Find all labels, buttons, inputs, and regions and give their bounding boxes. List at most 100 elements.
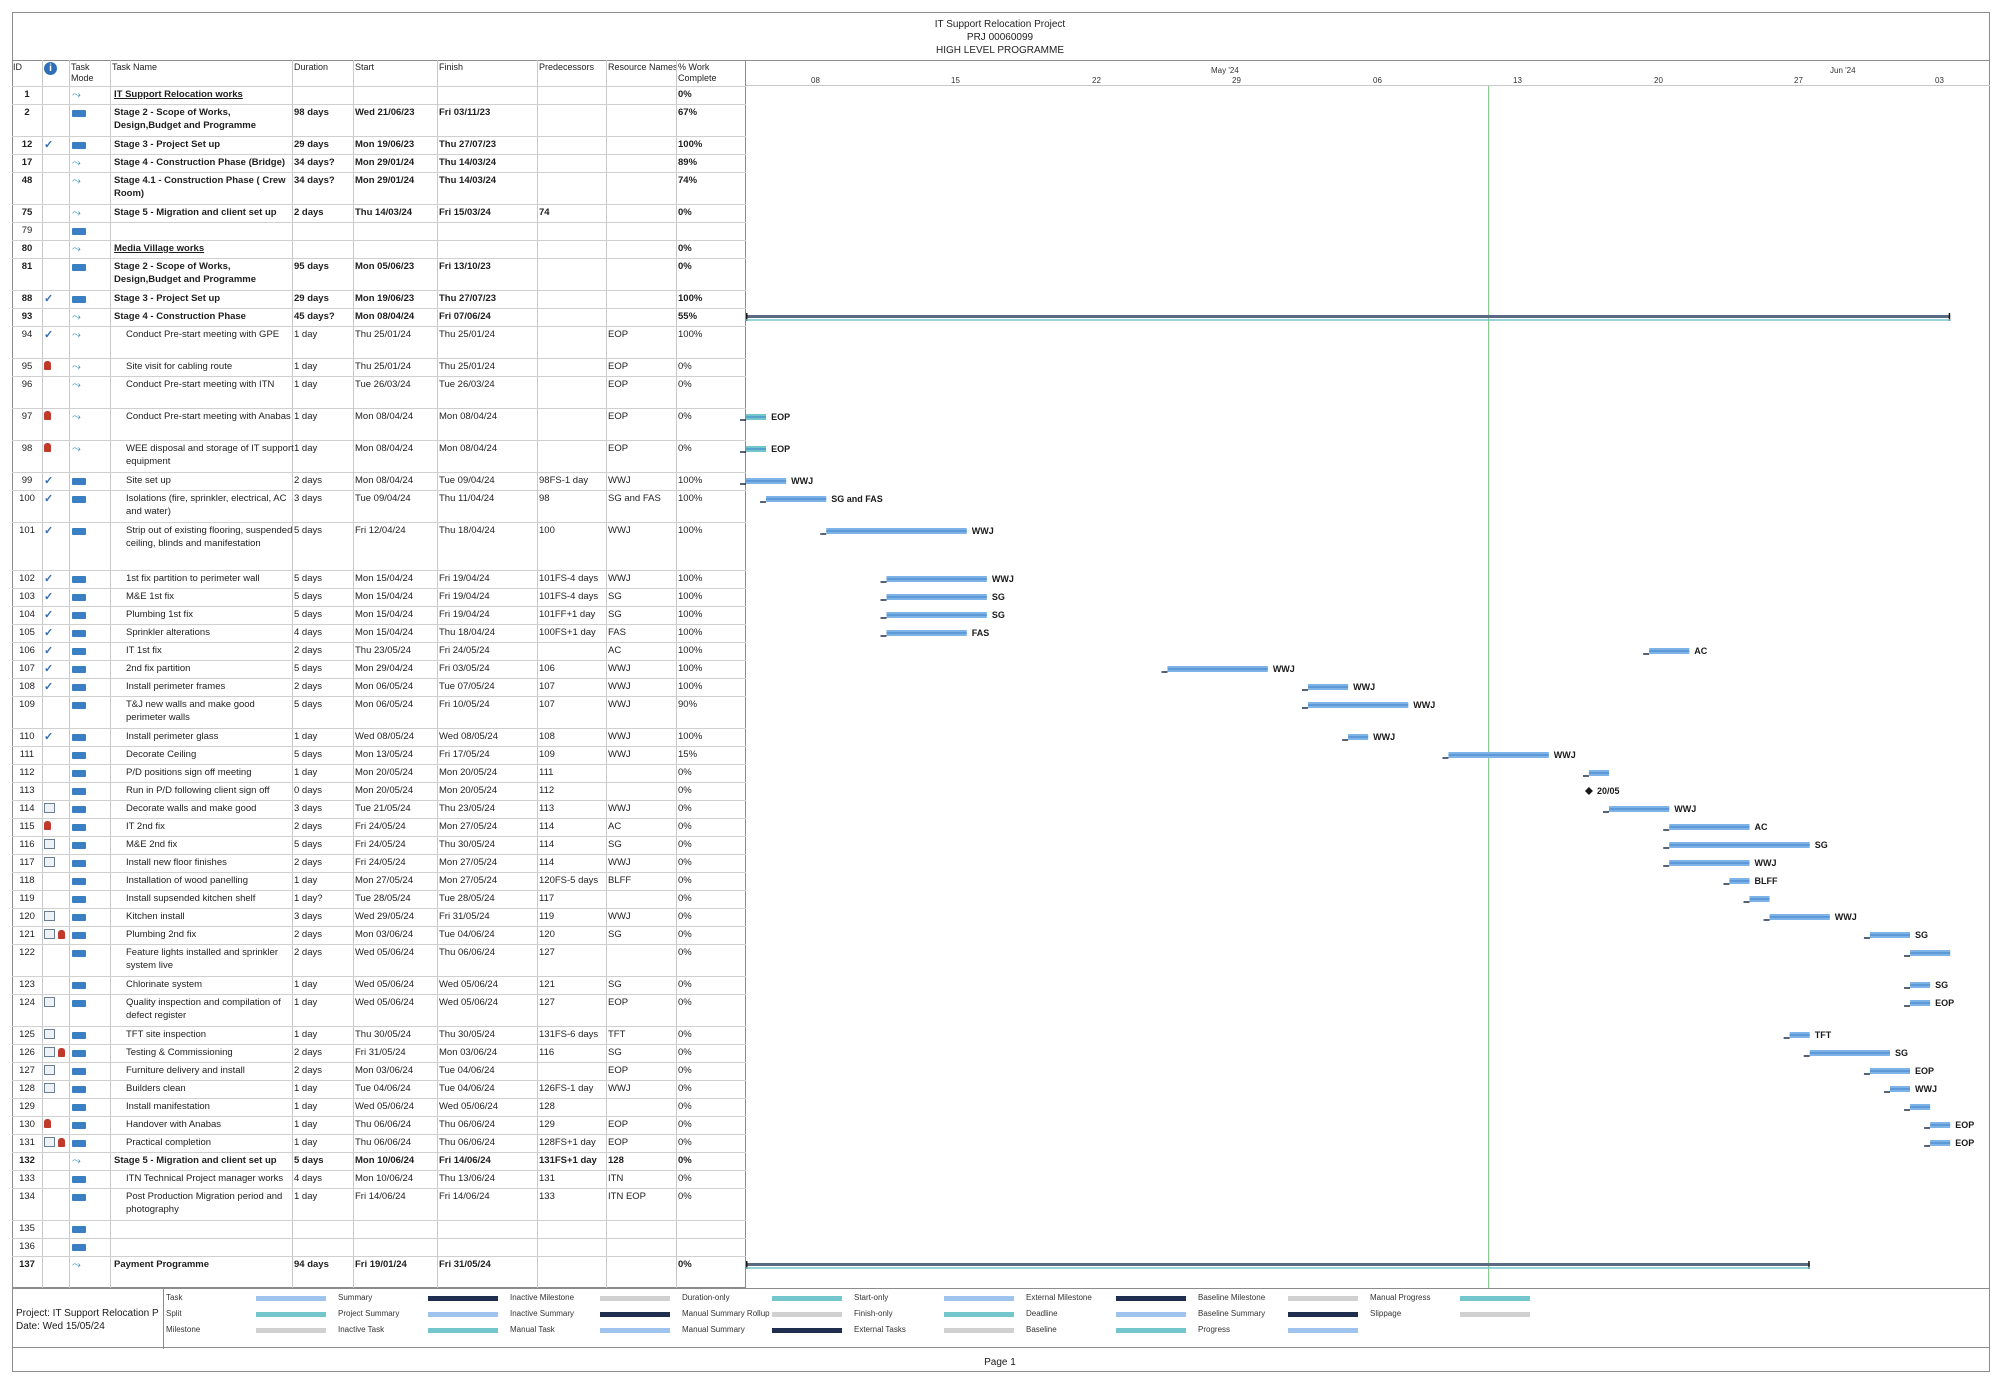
table-row[interactable]: 95 ⤳ Site visit for cabling route 1 day Thu …	[12, 358, 746, 376]
table-row[interactable]: 104 ✓ Plumbing 1st fix 5 days Mon 15/04/24 Fr…	[12, 606, 746, 624]
table-row[interactable]: 122 Feature lights installed and sprinkle…	[12, 944, 746, 976]
table-row[interactable]: 105 ✓ Sprinkler alterations 4 days Mon 15/04…	[12, 624, 746, 642]
legend-swatch	[1116, 1312, 1186, 1317]
table-row[interactable]: 110 ✓ Install perimeter glass 1 day Wed 08/0…	[12, 728, 746, 746]
pct-complete-cell: 0%	[678, 361, 692, 372]
col-header-finish[interactable]: Finish	[439, 62, 464, 72]
manually-scheduled-pin-icon: ⤳	[72, 207, 81, 219]
table-row[interactable]: 80 ⤳ Media Village works 0%	[12, 240, 746, 258]
table-row[interactable]: 12 ✓ Stage 3 - Project Set up 29 days Mon 19…	[12, 136, 746, 154]
table-row[interactable]: 121 Plumbing 2nd fix 2 days Mon 03/06/24 Tu…	[12, 926, 746, 944]
task-mode-manual: ⤳	[72, 175, 81, 187]
col-header-indicators[interactable]: i	[44, 62, 57, 75]
table-row[interactable]: 132 ⤳ Stage 5 - Migration and client set u…	[12, 1152, 746, 1170]
task-name-cell: Handover with Anabas	[126, 1119, 222, 1130]
table-row[interactable]: 116 M&E 2nd fix 5 days Fri 24/05/24 Thu 30/0…	[12, 836, 746, 854]
table-row[interactable]: 107 ✓ 2nd fix partition 5 days Mon 29/04/24 F…	[12, 660, 746, 678]
task-mode-auto	[72, 749, 86, 761]
table-row[interactable]: 2 Stage 2 - Scope of Works, Design,Budget…	[12, 104, 746, 136]
table-row[interactable]: 101 ✓ Strip out of existing flooring, susp…	[12, 522, 746, 570]
table-row[interactable]: 126 Testing & Commissioning 2 days Fri 31/…	[12, 1044, 746, 1062]
table-row[interactable]: 123 Chlorinate system 1 day Wed 05/06/24 Wed…	[12, 976, 746, 994]
table-row[interactable]: 130 Handover with Anabas 1 day Thu 06/06/24…	[12, 1116, 746, 1134]
duration-cell: 5 days	[294, 699, 322, 710]
table-row[interactable]: 117 Install new floor finishes 2 days Fri 2…	[12, 854, 746, 872]
task-id-cell: 1	[24, 89, 30, 100]
table-row[interactable]: 133 ITN Technical Project manager works 4 …	[12, 1170, 746, 1188]
table-row[interactable]: 124 Quality inspection and compilation of…	[12, 994, 746, 1026]
col-header-resource-names[interactable]: Resource Names	[608, 62, 678, 72]
table-row[interactable]: 112 P/D positions sign off meeting 1 day Mo…	[12, 764, 746, 782]
table-row[interactable]: 137 ⤳ Payment Programme 94 days Fri 19/01/24…	[12, 1256, 746, 1274]
col-header-pct-work-complete[interactable]: % Work Complete	[678, 62, 717, 83]
table-row[interactable]: 109 T&J new walls and make good perimeter…	[12, 696, 746, 728]
table-row[interactable]: 129 Install manifestation 1 day Wed 05/06/2…	[12, 1098, 746, 1116]
table-row[interactable]: 100 ✓ Isolations (fire, sprinkler, electri…	[12, 490, 746, 522]
table-row[interactable]: 98 ⤳ WEE disposal and storage of IT suppor…	[12, 440, 746, 472]
constraint-calendar-icon	[44, 803, 55, 813]
table-row[interactable]: 113 Run in P/D following client sign off 0…	[12, 782, 746, 800]
table-row[interactable]: 102 ✓ 1st fix partition to perimeter wall 5…	[12, 570, 746, 588]
task-mode-auto	[72, 699, 86, 711]
finish-cell: Thu 11/04/24	[439, 493, 495, 504]
table-row[interactable]: 81 Stage 2 - Scope of Works, Design,Budge…	[12, 258, 746, 290]
finish-cell: Mon 03/06/24	[439, 1047, 498, 1058]
table-row[interactable]: 99 ✓ Site set up 2 days Mon 08/04/24 Tue 09/0…	[12, 472, 746, 490]
table-row[interactable]: 96 ⤳ Conduct Pre-start meeting with ITN 1 d…	[12, 376, 746, 408]
task-id-cell: 129	[19, 1101, 35, 1112]
task-name-cell: Install perimeter frames	[126, 681, 226, 692]
col-header-task-mode[interactable]: Task Mode	[71, 62, 94, 83]
table-row[interactable]: 136	[12, 1238, 746, 1256]
indicator-constraint	[44, 997, 55, 1009]
table-row[interactable]: 48 ⤳ Stage 4.1 - Construction Phase ( Crew…	[12, 172, 746, 204]
indicator-complete: ✓	[44, 139, 53, 151]
table-row[interactable]: 75 ⤳ Stage 5 - Migration and client set up…	[12, 204, 746, 222]
table-row[interactable]: 79	[12, 222, 746, 240]
table-row[interactable]: 111 Decorate Ceiling 5 days Mon 13/05/24 Fri…	[12, 746, 746, 764]
check-icon: ✓	[44, 293, 54, 305]
task-mode-auto	[72, 911, 86, 923]
bar-label: FAS	[972, 628, 990, 638]
resource-note-icon	[58, 1048, 66, 1057]
table-row[interactable]: 93 ⤳ Stage 4 - Construction Phase 45 days? M…	[12, 308, 746, 326]
table-row[interactable]: 94 ✓ ⤳ Conduct Pre-start meeting with GPE 1 …	[12, 326, 746, 358]
predecessors-cell: 116	[539, 1047, 555, 1058]
col-header-task-name[interactable]: Task Name	[112, 62, 158, 72]
task-mode-auto	[72, 525, 86, 537]
table-row[interactable]: 115 IT 2nd fix 2 days Fri 24/05/24 Mon 27/05…	[12, 818, 746, 836]
indicator-complete: ✓	[44, 663, 53, 675]
duration-cell: 5 days	[294, 749, 322, 760]
legend-item: Duration-only	[682, 1293, 730, 1302]
table-row[interactable]: 120 Kitchen install 3 days Wed 29/05/24 Fri …	[12, 908, 746, 926]
col-header-predecessors[interactable]: Predecessors	[539, 62, 595, 72]
table-row[interactable]: 119 Install supsended kitchen shelf 1 day?…	[12, 890, 746, 908]
predecessors-cell: 131	[539, 1173, 555, 1184]
table-row[interactable]: 127 Furniture delivery and install 2 days M…	[12, 1062, 746, 1080]
table-row[interactable]: 108 ✓ Install perimeter frames 2 days Mon 06…	[12, 678, 746, 696]
task-name-cell: Stage 4 - Construction Phase (Bridge)	[114, 157, 286, 168]
table-row[interactable]: 125 TFT site inspection 1 day Thu 30/05/24 T…	[12, 1026, 746, 1044]
table-row[interactable]: 88 ✓ Stage 3 - Project Set up 29 days Mon 19…	[12, 290, 746, 308]
table-row[interactable]: 134 Post Production Migration period and …	[12, 1188, 746, 1220]
table-row[interactable]: 118 Installation of wood panelling 1 day Mo…	[12, 872, 746, 890]
table-row[interactable]: 106 ✓ IT 1st fix 2 days Thu 23/05/24 Fri 24/0…	[12, 642, 746, 660]
col-header-id[interactable]: ID	[13, 62, 22, 72]
table-row[interactable]: 128 Builders clean 1 day Tue 04/06/24 Tue 04…	[12, 1080, 746, 1098]
table-row[interactable]: 135	[12, 1220, 746, 1238]
table-row[interactable]: 114 Decorate walls and make good 3 days Tue…	[12, 800, 746, 818]
table-row[interactable]: 97 ⤳ Conduct Pre-start meeting with Anabas…	[12, 408, 746, 440]
table-row[interactable]: 131 Practical completion 1 day Thu 06/06/2…	[12, 1134, 746, 1152]
table-row[interactable]: 1 ⤳ IT Support Relocation works 0%	[12, 86, 746, 104]
table-row[interactable]: 17 ⤳ Stage 4 - Construction Phase (Bridge)…	[12, 154, 746, 172]
task-id-cell: 124	[19, 997, 35, 1008]
col-header-start[interactable]: Start	[355, 62, 375, 72]
col-header-duration[interactable]: Duration	[294, 62, 329, 72]
finish-cell: Thu 27/07/23	[439, 139, 497, 150]
finish-cell: Fri 03/11/23	[439, 107, 491, 118]
legend-item: Slippage	[1370, 1309, 1402, 1318]
resource-names-cell: AC	[608, 645, 622, 656]
task-name-cell: Post Production Migration period and pho…	[126, 1191, 283, 1215]
pct-complete-cell: 55%	[678, 311, 698, 322]
table-row[interactable]: 103 ✓ M&E 1st fix 5 days Mon 15/04/24 Fri 19/…	[12, 588, 746, 606]
